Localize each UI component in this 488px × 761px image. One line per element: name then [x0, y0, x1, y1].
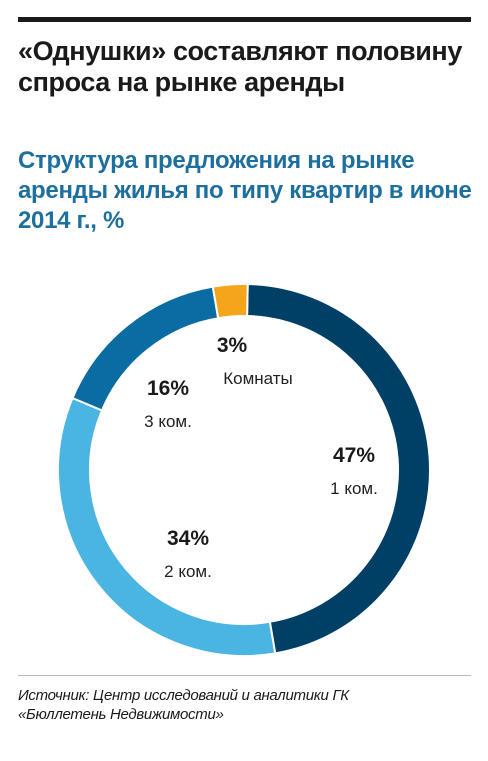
- slice-category-label: 1 ком.: [330, 479, 378, 498]
- slice-value-label: 3%: [217, 334, 248, 357]
- slice-value-label: 47%: [333, 444, 375, 467]
- slice-category-label: Комнаты: [223, 369, 293, 388]
- bottom-rule: [18, 675, 471, 676]
- slice-category-label: 2 ком.: [164, 562, 212, 581]
- top-rule: [18, 17, 471, 22]
- slice-category-label: 3 ком.: [144, 412, 192, 431]
- slice-2: [71, 285, 220, 412]
- source-note: Источник: Центр исследований и аналитики…: [18, 687, 349, 723]
- slice-3: [211, 283, 249, 320]
- slice-value-label: 34%: [167, 527, 209, 550]
- slice-0: [246, 283, 431, 655]
- chart-title: «Однушки» составляют половину спроса на …: [18, 36, 462, 97]
- chart-subtitle: Структура предложения на рынке аренды жи…: [18, 147, 472, 234]
- slice-value-label: 16%: [147, 377, 189, 400]
